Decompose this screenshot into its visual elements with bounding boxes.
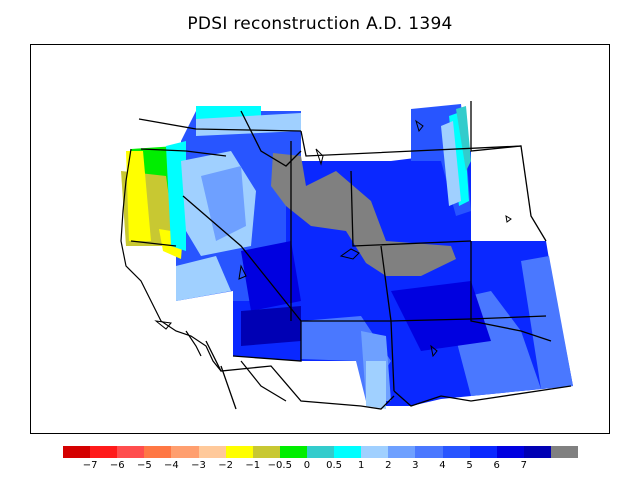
- legend-swatch: [144, 446, 172, 458]
- legend-swatch: [415, 446, 443, 458]
- island-ne: [415, 119, 424, 133]
- map-frame: [30, 44, 610, 434]
- legend-tick-label: −4: [164, 460, 179, 471]
- legend-swatch: [361, 446, 389, 458]
- legend-tick-label: 0.5: [326, 460, 342, 471]
- legend-tick-label: −5: [136, 460, 152, 471]
- field-dark-core-3: [241, 306, 301, 346]
- legend-tick-label: 5: [466, 460, 473, 471]
- color-legend: [63, 446, 579, 458]
- legend-tick-label: 3: [412, 460, 419, 471]
- lake-tahoe: [238, 264, 247, 280]
- border-id-mt: [240, 110, 302, 167]
- border-co-nm: [301, 315, 547, 322]
- legend-tick-label: −1: [245, 460, 261, 471]
- legend-tick-label: 0: [303, 460, 311, 471]
- border-mt-nd: [470, 101, 547, 242]
- legend-swatch: [306, 446, 335, 458]
- border-wa-or: [140, 148, 227, 157]
- lake-great-salt: [339, 248, 360, 260]
- legend-tick-label: −0.5: [267, 460, 292, 471]
- legend-swatch: [252, 446, 280, 458]
- legend-swatch: [63, 446, 91, 458]
- legend-swatch: [279, 446, 307, 458]
- legend-tick-label: 1: [357, 460, 365, 471]
- border-tx-nm: [393, 385, 572, 407]
- island-channel: [154, 320, 172, 330]
- legend-tick-label: −6: [109, 460, 125, 471]
- coastline: [120, 148, 287, 402]
- field-dark-core-1: [241, 241, 301, 311]
- border-canada: [138, 118, 302, 132]
- lake-flathead: [315, 148, 324, 166]
- legend-swatch: [469, 446, 497, 458]
- field-lightblue-nm: [366, 361, 386, 409]
- coastline-pacific: [120, 148, 222, 372]
- border-ks-ok: [470, 241, 552, 342]
- border-ca-nv: [182, 195, 302, 322]
- legend-tick-label: 4: [439, 460, 446, 471]
- field-cyan-oregon: [166, 141, 186, 251]
- lake-pyramid: [430, 344, 438, 358]
- field-teal-ne: [456, 106, 471, 171]
- legend-swatch: [496, 446, 524, 458]
- border-az-nm: [232, 321, 302, 362]
- legend-tick-label: −3: [191, 460, 206, 471]
- border-wy-co: [350, 170, 472, 247]
- legend-tick-label: 6: [493, 460, 500, 471]
- field-lightblue-se: [521, 256, 573, 389]
- legend-tick-label: 7: [520, 460, 527, 471]
- field-dark-core-2: [391, 281, 491, 351]
- legend-swatch: [171, 446, 199, 458]
- legend-tick-label: 2: [385, 460, 392, 471]
- field-yellow-coast: [126, 151, 151, 241]
- legend-swatch: [523, 446, 551, 458]
- legend-swatch: [388, 446, 416, 458]
- pdsi-field: [121, 104, 573, 409]
- field-lightblue-ne: [441, 121, 461, 206]
- lakes: [154, 119, 512, 358]
- legend-swatch: [90, 446, 118, 458]
- legend-tick-label: −2: [218, 460, 233, 471]
- coastline-baja: [185, 330, 202, 357]
- legend-swatch: [442, 446, 470, 458]
- field-mid-nevada: [201, 166, 246, 241]
- map-title: PDSI reconstruction A.D. 1394: [187, 14, 453, 34]
- legend-ticks: −7 −6 −5 −4 −3 −2 −1 −0.5 0 0.5 1 2 3 4 5 6 7: [63, 460, 578, 474]
- island-se: [505, 215, 512, 223]
- legend-swatch: [334, 446, 362, 458]
- coastline-gulf: [240, 360, 287, 402]
- legend-swatch: [225, 446, 253, 458]
- legend-swatch: [198, 446, 226, 458]
- legend-swatch: [117, 446, 145, 458]
- border-or-ca: [130, 240, 177, 247]
- border-sonora: [220, 365, 237, 410]
- legend-tick-label: −7: [82, 460, 98, 471]
- legend-swatch: [550, 446, 579, 458]
- field-no-data: [271, 153, 456, 276]
- border-canada-east: [300, 130, 522, 157]
- field-lightblue-ca: [176, 256, 231, 301]
- pdsi-map: [120, 101, 573, 410]
